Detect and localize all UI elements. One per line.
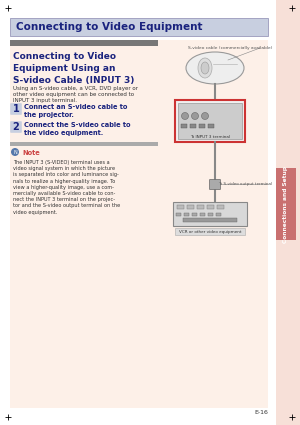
Text: To INPUT 3 terminal: To INPUT 3 terminal	[190, 135, 230, 139]
FancyBboxPatch shape	[207, 205, 214, 209]
FancyBboxPatch shape	[177, 205, 184, 209]
FancyBboxPatch shape	[10, 40, 268, 408]
Text: S-video cable (commercially available): S-video cable (commercially available)	[188, 46, 272, 50]
FancyBboxPatch shape	[175, 100, 245, 142]
Text: Note: Note	[22, 150, 40, 156]
Text: Connect the S-video cable to
the video equipment.: Connect the S-video cable to the video e…	[24, 122, 130, 136]
FancyBboxPatch shape	[10, 121, 22, 133]
FancyBboxPatch shape	[208, 213, 213, 216]
FancyBboxPatch shape	[184, 213, 189, 216]
FancyBboxPatch shape	[190, 124, 196, 128]
Text: Connecting to Video Equipment: Connecting to Video Equipment	[16, 22, 202, 32]
Circle shape	[191, 113, 199, 119]
Text: Connections and Setup: Connections and Setup	[284, 165, 289, 243]
Circle shape	[11, 148, 19, 156]
FancyBboxPatch shape	[10, 142, 158, 146]
FancyBboxPatch shape	[209, 179, 220, 190]
FancyBboxPatch shape	[192, 213, 197, 216]
FancyBboxPatch shape	[276, 0, 300, 425]
FancyBboxPatch shape	[181, 124, 187, 128]
FancyBboxPatch shape	[199, 124, 205, 128]
Text: N: N	[13, 150, 17, 155]
FancyBboxPatch shape	[178, 103, 242, 139]
Ellipse shape	[198, 58, 212, 78]
FancyBboxPatch shape	[197, 205, 204, 209]
FancyBboxPatch shape	[173, 202, 247, 226]
FancyBboxPatch shape	[208, 124, 214, 128]
FancyBboxPatch shape	[187, 205, 194, 209]
FancyBboxPatch shape	[183, 218, 237, 222]
FancyBboxPatch shape	[175, 228, 245, 235]
Text: 1: 1	[13, 104, 20, 114]
Text: The INPUT 3 (S-VIDEO) terminal uses a
video signal system in which the picture
i: The INPUT 3 (S-VIDEO) terminal uses a vi…	[13, 160, 120, 215]
Ellipse shape	[186, 52, 244, 84]
Circle shape	[202, 113, 208, 119]
Text: To S-video output terminal: To S-video output terminal	[218, 182, 272, 186]
FancyBboxPatch shape	[216, 213, 221, 216]
Text: VCR or other video equipment: VCR or other video equipment	[179, 230, 241, 233]
FancyBboxPatch shape	[10, 18, 268, 36]
Text: Connect an S-video cable to
the projector.: Connect an S-video cable to the projecto…	[24, 104, 127, 118]
FancyBboxPatch shape	[276, 168, 296, 240]
Text: Connecting to Video
Equipment Using an
S-video Cable (INPUT 3): Connecting to Video Equipment Using an S…	[13, 52, 134, 85]
Ellipse shape	[201, 62, 209, 74]
FancyBboxPatch shape	[10, 103, 22, 115]
FancyBboxPatch shape	[200, 213, 205, 216]
Text: 2: 2	[13, 122, 20, 132]
FancyBboxPatch shape	[217, 205, 224, 209]
Circle shape	[182, 113, 188, 119]
FancyBboxPatch shape	[176, 213, 181, 216]
FancyBboxPatch shape	[10, 40, 158, 46]
Text: E-16: E-16	[254, 411, 268, 416]
Text: Using an S-video cable, a VCR, DVD player or
other video equipment can be connec: Using an S-video cable, a VCR, DVD playe…	[13, 86, 138, 103]
